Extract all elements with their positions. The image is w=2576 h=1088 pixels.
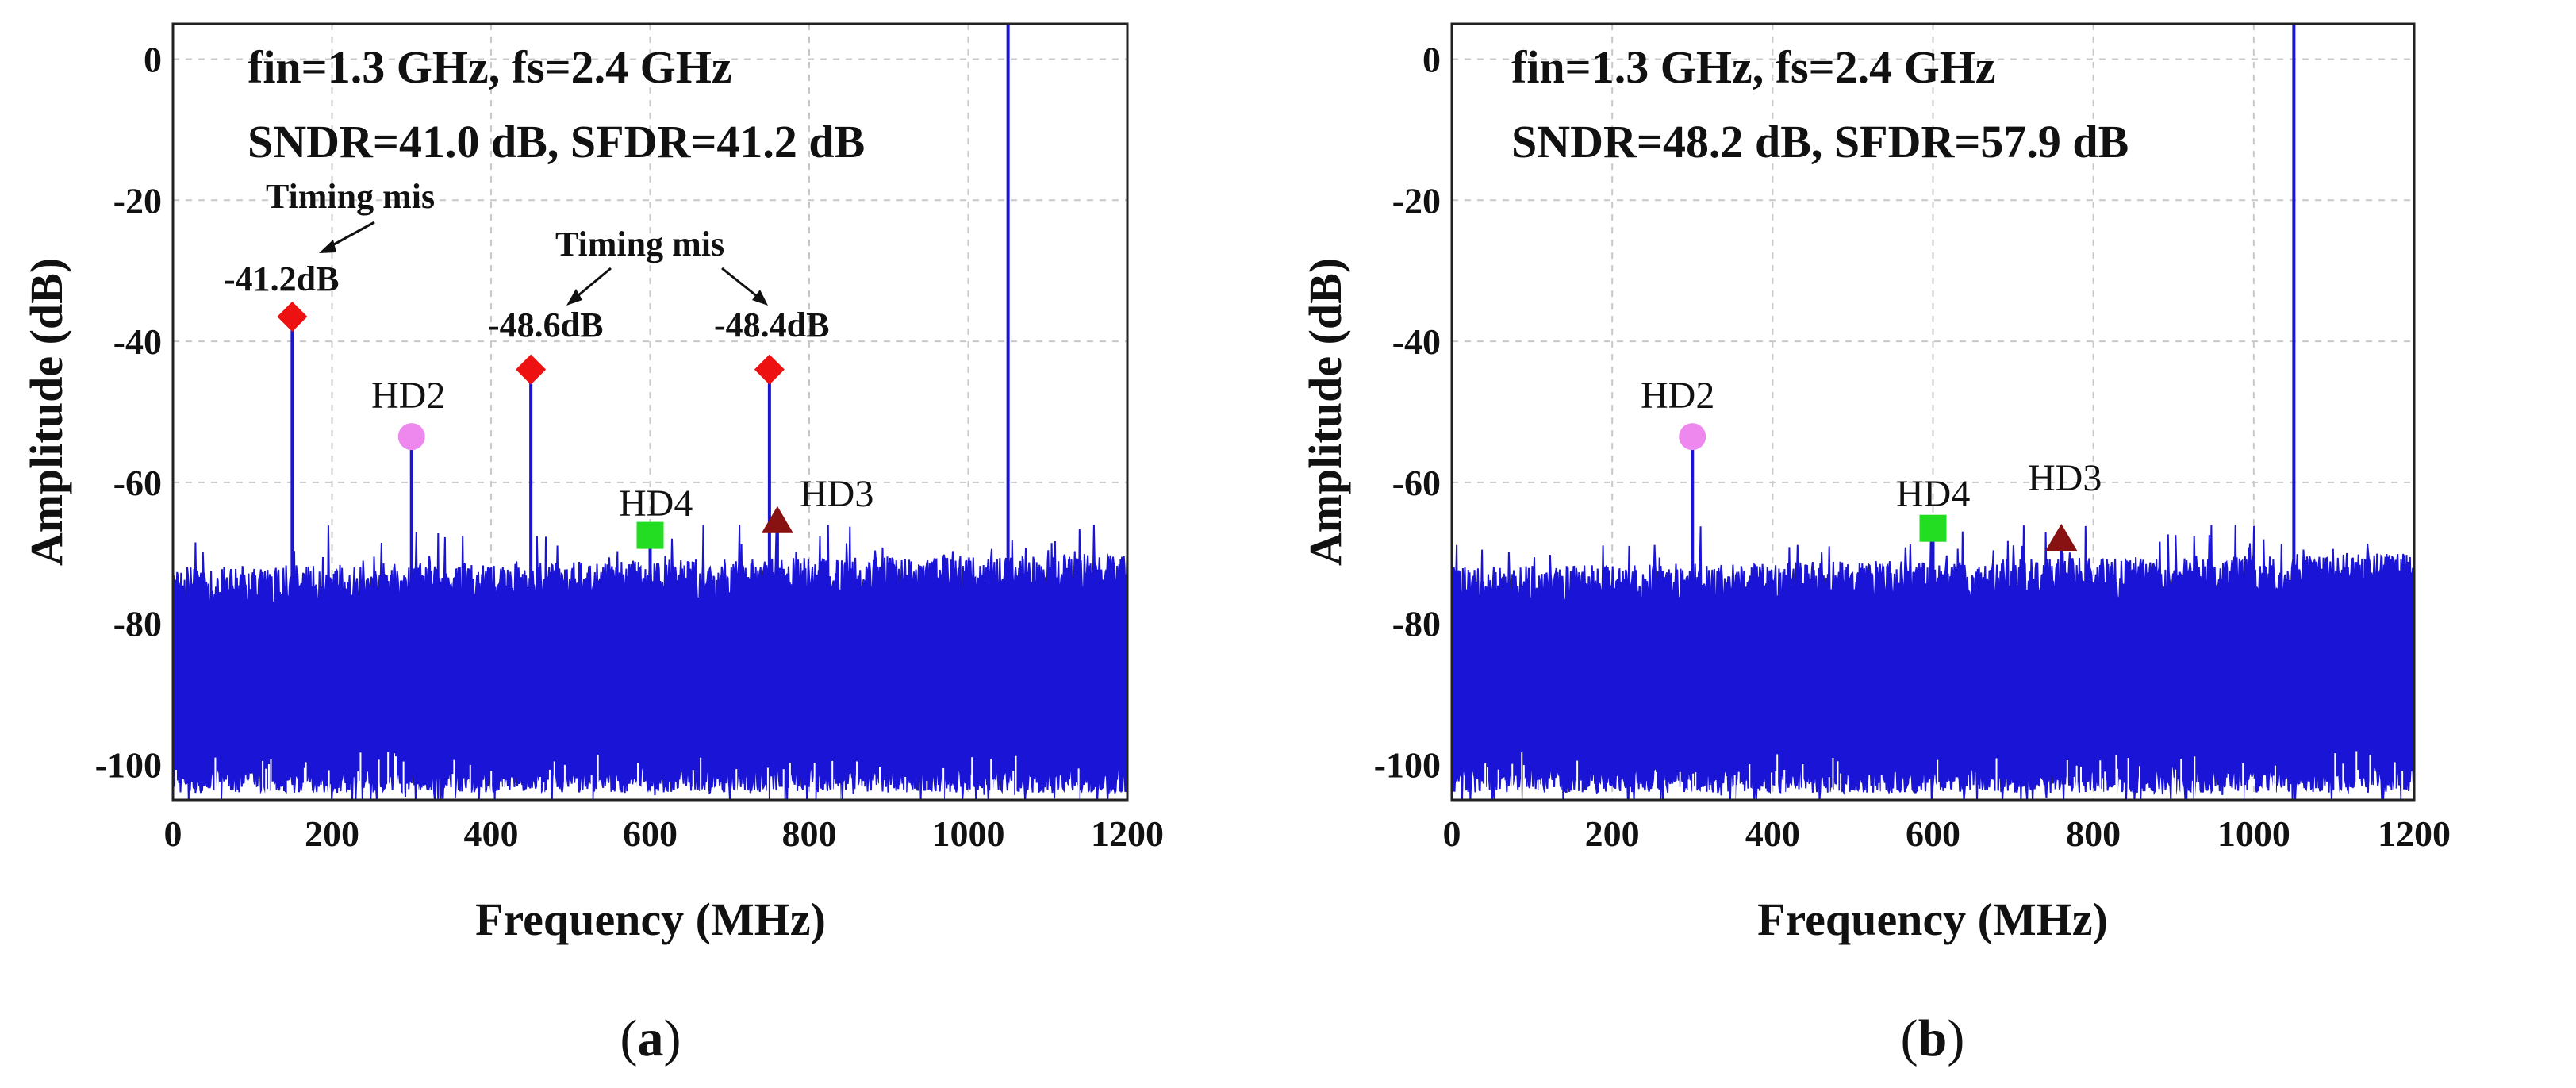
hd2-marker	[1679, 423, 1706, 451]
grid	[173, 24, 1127, 800]
x-tick-label: 200	[1585, 813, 1640, 854]
hd4-marker	[636, 521, 664, 549]
y-tick-label: -60	[1392, 463, 1441, 503]
x-tick-label: 0	[164, 813, 182, 854]
spur-stems	[290, 24, 1010, 624]
tick-labels: 0 200 400 600 800 1000 1200 0 -20 -40 -60 -80 -100	[95, 39, 1164, 854]
y-tick-label: -100	[1374, 745, 1441, 786]
y-tick-label: -40	[1392, 321, 1441, 362]
spur-value-1: -41.2dB	[224, 260, 339, 298]
timing-mis-label-2: Timing mis	[555, 225, 724, 263]
panel-caption: (a)	[620, 1009, 681, 1067]
info-line-2: SNDR=48.2 dB, SFDR=57.9 dB	[1511, 116, 2129, 167]
x-tick-label: 600	[1906, 813, 1960, 854]
y-tick-label: -80	[1392, 604, 1441, 644]
hd3-label: HD3	[800, 473, 873, 515]
plot-frame	[171, 22, 1129, 802]
noise-floor	[1451, 525, 2415, 801]
hd2-label: HD2	[1641, 375, 1714, 417]
timing-mis-arrowhead-1	[319, 240, 336, 253]
y-tick-label: -60	[113, 463, 162, 503]
hd3-label: HD3	[2028, 457, 2102, 499]
hd3-marker	[761, 506, 793, 533]
spur-stems	[1691, 24, 2296, 624]
x-axis-label: Frequency (MHz)	[1757, 894, 2108, 945]
panel-caption: (b)	[1901, 1009, 1965, 1067]
timing-mis-arrowhead-2	[566, 289, 582, 306]
y-tick-label: -40	[113, 321, 162, 362]
spur-value-2: -48.6dB	[488, 306, 603, 344]
timing-mis-arrow-3	[721, 267, 762, 302]
info-line-1: fin=1.3 GHz, fs=2.4 GHz	[1511, 41, 1996, 93]
panel-letter: b	[1918, 1009, 1948, 1067]
hd4-label: HD4	[1896, 473, 1970, 515]
x-tick-label: 200	[305, 813, 359, 854]
info-line-2: SNDR=41.0 dB, SFDR=41.2 dB	[248, 116, 865, 167]
y-tick-label: -80	[113, 604, 162, 644]
tick-labels: 0 200 400 600 800 1000 1200 0 -20 -40 -60 -80 -100	[1374, 39, 2451, 854]
y-tick-label: 0	[1422, 39, 1441, 79]
timing-mis-arrowhead-3	[752, 290, 768, 306]
timing-mis-label-1: Timing mis	[266, 177, 435, 216]
panel-b: 0 200 400 600 800 1000 1200 0 -20 -40 -60 -80 -100 A…	[1300, 22, 2451, 1067]
x-axis-label: Frequency (MHz)	[475, 894, 826, 945]
spur-markers	[1679, 423, 2078, 552]
timing-mis-1-marker	[277, 301, 308, 332]
info-line-1: fin=1.3 GHz, fs=2.4 GHz	[248, 41, 732, 93]
y-tick-label: 0	[144, 39, 162, 79]
y-tick-label: -20	[1392, 180, 1441, 221]
hd2-label: HD2	[371, 375, 445, 417]
spur-value-3: -48.4dB	[714, 306, 829, 344]
x-tick-label: 400	[1745, 813, 1800, 854]
spur-markers	[277, 301, 793, 549]
timing-mis-2-marker	[516, 354, 547, 385]
y-axis-label: Amplitude (dB)	[21, 258, 72, 566]
y-tick-label: -100	[95, 745, 162, 786]
x-tick-label: 1000	[2217, 813, 2290, 854]
x-tick-label: 1000	[932, 813, 1005, 854]
x-tick-label: 1200	[2378, 813, 2451, 854]
x-tick-label: 600	[623, 813, 678, 854]
panel-letter: a	[638, 1009, 664, 1067]
plot-frame	[1450, 22, 2416, 802]
hd3-marker	[2045, 524, 2078, 552]
x-tick-label: 800	[2066, 813, 2121, 854]
hd2-marker	[397, 423, 425, 451]
hd4-label: HD4	[619, 482, 693, 525]
x-tick-label: 1200	[1091, 813, 1164, 854]
hd4-marker	[1919, 514, 1947, 542]
timing-mis-3-marker	[754, 354, 785, 385]
panel-a: 0 200 400 600 800 1000 1200 0 -20 -40 -60 -80 -100 A…	[21, 22, 1164, 1067]
x-tick-label: 0	[1443, 813, 1461, 854]
x-tick-label: 800	[782, 813, 837, 854]
x-tick-label: 400	[464, 813, 519, 854]
y-axis-label: Amplitude (dB)	[1300, 258, 1351, 566]
y-tick-label: -20	[113, 180, 162, 221]
